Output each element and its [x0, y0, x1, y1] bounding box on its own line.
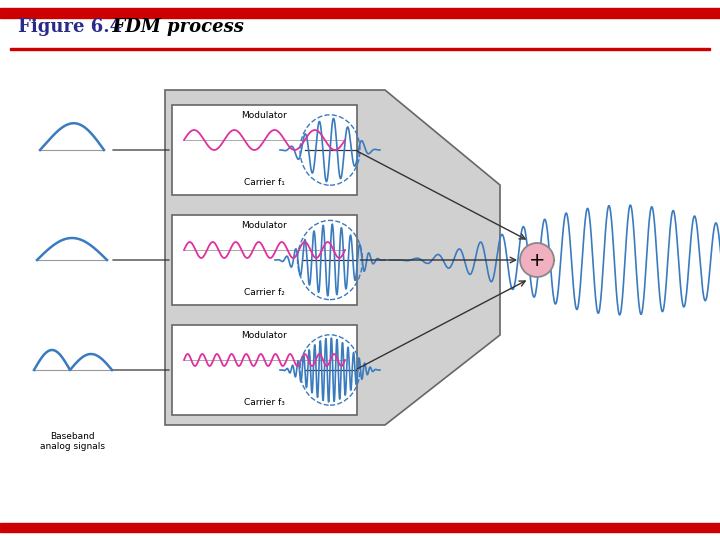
FancyBboxPatch shape	[172, 325, 357, 415]
Bar	[10, 48, 710, 50]
Bar	[0, 523, 720, 532]
Text: FDM process: FDM process	[100, 18, 244, 36]
Text: +: +	[528, 251, 545, 269]
Text: Baseband: Baseband	[50, 432, 94, 441]
Text: Carrier f₃: Carrier f₃	[244, 398, 285, 407]
Polygon shape	[165, 90, 500, 425]
Text: Modulator: Modulator	[242, 111, 287, 120]
Text: Carrier f₂: Carrier f₂	[244, 288, 285, 297]
FancyBboxPatch shape	[172, 105, 357, 195]
Text: Modulator: Modulator	[242, 331, 287, 340]
Bar	[0, 8, 720, 18]
Text: Carrier f₁: Carrier f₁	[244, 178, 285, 187]
FancyBboxPatch shape	[172, 215, 357, 305]
Text: Figure 6.4: Figure 6.4	[18, 18, 122, 36]
Circle shape	[520, 243, 554, 277]
Text: analog signals: analog signals	[40, 442, 104, 451]
Text: Modulator: Modulator	[242, 221, 287, 230]
